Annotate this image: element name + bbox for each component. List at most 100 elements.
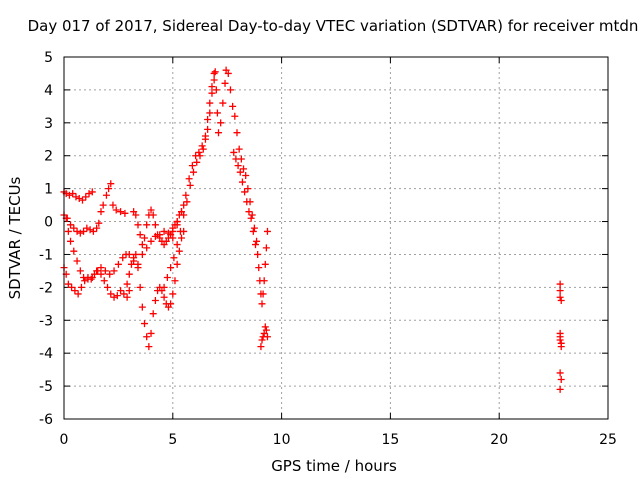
data-point [170,254,178,262]
data-point [255,264,263,272]
series-11 [254,227,271,351]
data-point [105,185,113,193]
data-point [69,190,77,198]
data-point [233,129,241,137]
data-point [556,385,564,393]
data-point [176,227,184,235]
grid-lines [64,57,608,419]
data-point [250,224,258,232]
data-point [253,237,261,245]
data-point [182,191,190,199]
data-point [262,244,270,252]
data-point [251,241,259,249]
data-point [100,277,108,285]
data-point [557,343,565,351]
y-tick-label: 3 [44,116,53,132]
data-point [247,214,255,222]
data-point [97,270,105,278]
data-point [232,155,240,163]
data-point [234,162,242,170]
y-tick-label: 5 [44,50,53,66]
data-point [112,206,120,214]
data-point [195,148,203,156]
data-point [125,270,133,278]
data-point [125,287,133,295]
data-point [244,185,252,193]
data-point [83,224,91,232]
data-point [183,198,191,206]
data-point [75,195,83,203]
data-point [102,191,110,199]
data-point [254,250,262,258]
series-7 [160,68,222,291]
data-point [173,218,181,226]
data-point [192,152,200,160]
data-point [138,250,146,258]
y-tick-label: -3 [39,313,53,329]
data-point [199,145,207,153]
data-point [169,290,177,298]
data-point [243,198,251,206]
data-point [97,264,105,272]
data-point [169,224,177,232]
data-point [88,273,96,281]
data-point [214,129,222,137]
data-point [151,221,159,229]
data-point [136,283,144,291]
data-point [221,79,229,87]
data-point [189,168,197,176]
data-point [93,224,101,232]
data-point [141,234,149,242]
data-points [60,66,565,393]
data-point [147,237,155,245]
data-point [248,211,256,219]
data-point [164,229,172,237]
series-4 [123,227,188,351]
data-point [258,300,266,308]
data-point [219,99,227,107]
data-point [80,273,88,281]
x-axis-label: GPS time / hours [271,457,397,475]
x-tick-labels: 0 5 10 15 20 25 [60,432,617,448]
data-point [245,208,253,216]
data-point [107,290,115,298]
data-point [178,234,186,242]
data-point [71,287,79,295]
data-point [224,69,232,77]
data-point [134,260,142,268]
data-point [107,180,115,188]
data-point [229,102,237,110]
data-point [236,168,244,176]
data-point [210,69,218,77]
data-point [95,219,103,227]
data-point [263,333,271,341]
data-point [249,227,257,235]
data-point [557,297,565,305]
data-point [206,99,214,107]
data-point [119,254,127,262]
data-point [76,267,84,275]
data-point [120,290,128,298]
data-point [141,320,149,328]
data-point [169,234,177,242]
series-12 [556,280,565,393]
data-point [117,287,125,295]
data-point [208,89,216,97]
data-point [217,119,225,127]
data-point [125,250,133,258]
data-point [240,165,248,173]
data-point [185,175,193,183]
data-point [67,237,75,245]
data-point [173,260,181,268]
data-point [85,190,93,198]
data-point [143,333,151,341]
data-point [147,329,155,337]
data-point [173,241,181,249]
data-point [151,297,159,305]
data-point [72,193,80,201]
x-tick-label: 20 [490,432,508,448]
data-point [178,208,186,216]
data-point [241,188,249,196]
data-point [81,277,89,285]
data-point [77,283,85,291]
